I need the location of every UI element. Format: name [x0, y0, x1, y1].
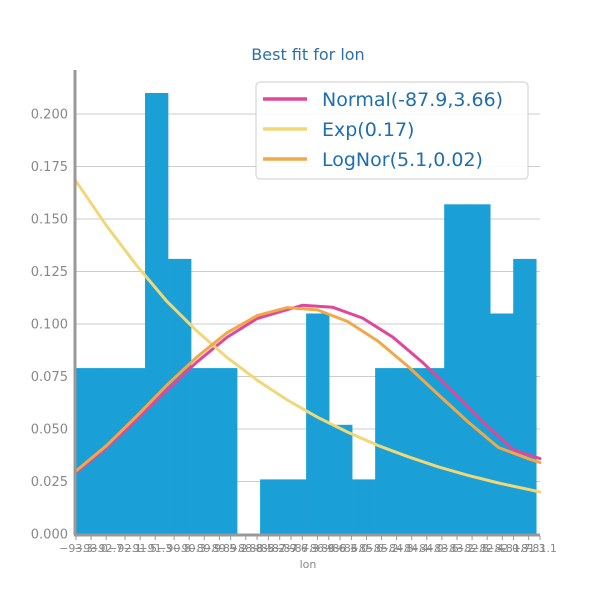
x-tick-label: −85.6: [350, 542, 384, 555]
x-tick-label: −81.7: [497, 542, 531, 555]
histogram-bar: [214, 368, 238, 534]
chart-title: Best fit for lon: [251, 45, 364, 64]
legend-label: LogNor(5.1,0.02): [322, 149, 483, 171]
x-tick-label: −93.3: [59, 542, 93, 555]
x-tick-label: −82.0: [485, 542, 519, 555]
x-tick-label: −92.7: [89, 542, 123, 555]
y-tick-label: 0.000: [31, 528, 68, 543]
x-tick-label: −86.3: [323, 542, 357, 555]
x-tick-label: −83.6: [425, 542, 459, 555]
histogram-bar: [145, 93, 169, 534]
y-tick-label: 0.050: [31, 423, 68, 438]
x-tick-label: −84.4: [395, 542, 429, 555]
axes: [73, 70, 540, 537]
histogram-bar: [467, 204, 491, 535]
x-tick-label: −88.8: [229, 542, 263, 555]
histogram-bar: [444, 204, 468, 535]
x-tick-label: −85.2: [365, 542, 399, 555]
y-tick-label: 0.125: [31, 265, 68, 280]
x-tick-label: −87.3: [285, 542, 319, 555]
histogram-bar: [76, 368, 100, 534]
histogram-bar: [191, 368, 215, 534]
x-tick-label: −88.2: [252, 542, 286, 555]
y-tick-label: 0.175: [31, 160, 68, 175]
x-tick-label: −86.6: [312, 542, 346, 555]
histogram-bar: [352, 479, 376, 534]
x-tick-label: −87.6: [274, 542, 308, 555]
x-tick-label: −86.9: [301, 542, 335, 555]
y-tick-label: 0.150: [31, 213, 68, 228]
x-tick-label: −84.8: [380, 542, 414, 555]
x-tick-label: −82.4: [470, 542, 504, 555]
histogram-bars: [76, 93, 537, 535]
y-tick-label: 0.075: [31, 370, 68, 385]
y-tick-label: 0.100: [31, 318, 68, 333]
histogram-bar: [99, 368, 123, 534]
x-tick-label: −90.8: [157, 542, 191, 555]
histogram-bar: [122, 368, 146, 534]
x-tick-label: −89.2: [214, 542, 248, 555]
x-tick-label: −82.8: [455, 542, 489, 555]
x-tick-label: −81.3: [512, 542, 546, 555]
x-tick-label: −81.1: [523, 542, 557, 555]
histogram-bar: [329, 424, 353, 534]
x-tick-label: −91.5: [123, 542, 157, 555]
x-tick-label: −83.2: [440, 542, 474, 555]
x-tick-label: −90.3: [172, 542, 206, 555]
histogram-bar: [513, 258, 537, 534]
fit-lines: [74, 179, 542, 494]
histogram-bar: [283, 479, 307, 534]
x-axis-label: lon: [300, 558, 317, 571]
histogram-bar: [421, 368, 445, 534]
x-tick-label: −91.3: [138, 542, 172, 555]
y-tick-labels: 0.000 0.025 0.050 0.075 0.100 0.125 0.150 0.175…: [31, 108, 68, 543]
histogram-bar: [260, 479, 284, 534]
series-line: [74, 179, 542, 494]
legend: Normal(-87.9,3.66) Exp(0.17) LogNor(5.1,0.…: [255, 81, 529, 180]
histogram-bar: [306, 313, 330, 534]
legend-label: Normal(-87.9,3.66): [322, 89, 503, 111]
y-tick-label: 0.200: [31, 108, 68, 123]
x-tick-label: −89.5: [202, 542, 236, 555]
x-tick-label: −88.5: [240, 542, 274, 555]
x-tick-label: −89.9: [187, 542, 221, 555]
x-tick-labels: −93.3−93.0−92.7−92.1−91.5−91.3−90.8−90.3…: [59, 536, 557, 555]
legend-box: [255, 81, 529, 180]
x-tick-label: −86.0: [335, 542, 369, 555]
legend-label: Exp(0.17): [322, 119, 414, 141]
histogram-bar: [398, 368, 422, 534]
histogram-bar: [490, 313, 514, 534]
x-tick-label: −93.0: [74, 542, 108, 555]
x-tick-label: −84.0: [410, 542, 444, 555]
x-tick-label: −92.1: [108, 542, 142, 555]
x-tick-label: −87.9: [263, 542, 297, 555]
series-line: [74, 303, 542, 474]
histogram-bar: [375, 368, 399, 534]
series-line: [74, 306, 542, 473]
y-tick-label: 0.025: [31, 475, 68, 490]
histogram-bar: [168, 258, 192, 534]
